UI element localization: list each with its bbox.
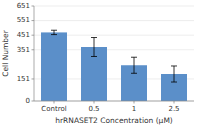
bars (41, 30, 187, 101)
x-tick-label: 0.5 (88, 105, 99, 113)
grid-line (34, 20, 194, 21)
y-tick (32, 20, 35, 21)
x-tick-label: 2.5 (168, 105, 179, 113)
grid-line (34, 101, 194, 102)
x-tick (134, 101, 135, 104)
y-axis-label: Cell Number (1, 29, 10, 76)
y-tick-label: 451 (17, 31, 30, 39)
grid-line (34, 6, 194, 7)
x-tick (54, 101, 55, 104)
chart-container: 0 151 351 451 551 651 Control 0.5 1 2.5 hrRNASET2 … (0, 0, 200, 126)
y-tick (32, 78, 35, 79)
x-tick-label: Control (41, 105, 66, 113)
error-bar (91, 38, 97, 57)
error-bar (51, 30, 57, 34)
y-tick-label: 551 (17, 16, 30, 24)
y-tick (32, 6, 35, 7)
y-tick-label: 151 (17, 75, 30, 83)
y-tick (32, 35, 35, 36)
x-tick (174, 101, 175, 104)
x-tick (94, 101, 95, 104)
y-tick-label: 0 (26, 97, 30, 105)
y-tick (32, 49, 35, 50)
error-bar (171, 66, 177, 82)
x-axis-line (34, 101, 194, 102)
bar (41, 32, 67, 101)
x-axis-label: hrRNASET2 Concentration (μM) (55, 116, 173, 125)
y-tick (32, 101, 35, 102)
y-axis-line (34, 6, 35, 101)
error-bar (131, 57, 137, 73)
x-tick-label: 1 (132, 105, 136, 113)
y-tick-label: 651 (17, 2, 30, 10)
y-tick-label: 351 (17, 46, 30, 54)
chart: 0 151 351 451 551 651 Control 0.5 1 2.5 hrRNASET2 … (0, 0, 200, 126)
